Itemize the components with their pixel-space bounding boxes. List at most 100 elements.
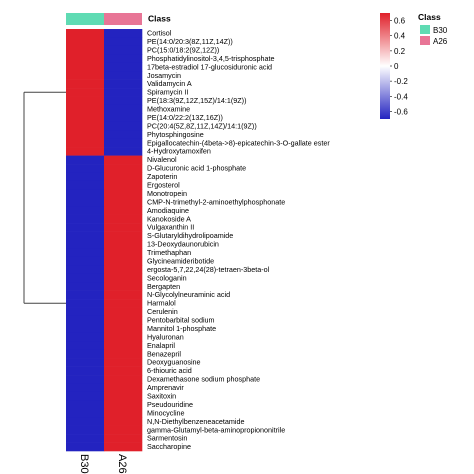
row-label: Trimethaphan — [147, 248, 191, 257]
heatmap-cell — [104, 54, 143, 64]
heatmap-cell — [104, 130, 143, 140]
colorbar: 0.6 0.4 0.2 0 -0.2 -0.4 -0.6 — [380, 13, 408, 119]
heatmap-cell — [104, 214, 143, 224]
row-label: Cortisol — [147, 29, 172, 38]
class-legend-swatch-a26 — [420, 36, 430, 45]
row-label: Enalapril — [147, 341, 175, 350]
heatmap-cell — [66, 299, 105, 308]
heatmap-cell — [66, 121, 105, 131]
heatmap-cell — [66, 54, 105, 64]
heatmap-cell — [104, 138, 143, 148]
heatmap-cell — [104, 341, 143, 351]
row-label: Kanokoside A — [147, 214, 191, 223]
row-label: Monotropein — [147, 189, 187, 198]
row-label: Methoxamine — [147, 105, 190, 114]
heatmap-cell — [104, 240, 143, 249]
row-label: Secologanin — [147, 273, 187, 282]
heatmap-cell — [66, 375, 105, 384]
colorbar-tick-label: 0.4 — [394, 32, 406, 41]
heatmap-cell — [104, 273, 143, 283]
colorbar-tick-label: -0.4 — [394, 92, 408, 101]
row-label: Saxitoxin — [147, 392, 176, 401]
heatmap-cell — [66, 155, 105, 165]
colorbar-tick-label: -0.6 — [394, 107, 408, 116]
heatmap-cells — [66, 29, 143, 452]
heatmap-cell — [66, 138, 105, 148]
heatmap-cell — [104, 164, 143, 173]
row-label: Hyaluronan — [147, 332, 184, 341]
column-class-bar — [66, 13, 142, 25]
heatmap-cell — [66, 37, 105, 47]
row-label: Bergapten — [147, 282, 180, 291]
heatmap-cell — [66, 172, 105, 182]
heatmap-cell — [104, 349, 143, 359]
heatmap-cell — [104, 147, 143, 156]
heatmap-cell — [104, 282, 143, 291]
class-bar-b30 — [66, 13, 104, 25]
heatmap-cell — [104, 434, 143, 443]
column-labels: B30 A26 — [78, 454, 128, 474]
class-bar-label: Class — [148, 14, 171, 24]
row-label: Minocycline — [147, 408, 185, 417]
row-label: Epigallocatechin-(4beta->8)-epicatechin-… — [147, 138, 330, 147]
row-label: 4-Hydroxytamoxifen — [147, 147, 211, 156]
heatmap-cell — [104, 29, 143, 38]
heatmap-cell — [66, 104, 105, 114]
heatmap-cell — [104, 79, 143, 89]
heatmap-cell — [66, 434, 105, 443]
row-label: Zapoterin — [147, 172, 177, 181]
row-label: Nivalenol — [147, 155, 177, 164]
heatmap-cell — [66, 366, 105, 376]
heatmap-cell — [66, 383, 105, 393]
heatmap-cell — [104, 62, 143, 72]
class-legend-swatch-b30 — [420, 25, 430, 34]
row-labels: CortisolPE(14:0/20:3(8Z,11Z,14Z))PC(15:0… — [147, 29, 330, 452]
row-label: Amodiaquine — [147, 206, 189, 215]
heatmap-cell — [66, 248, 105, 258]
heatmap-cell — [66, 391, 105, 401]
heatmap-cell — [104, 332, 143, 342]
row-label: Vulgaxanthin II — [147, 223, 194, 232]
row-label: Deoxyguanosine — [147, 358, 201, 367]
heatmap-cell — [104, 172, 143, 182]
heatmap-cell — [104, 290, 143, 300]
row-label: gamma-Glutamyl-beta-aminopropiononitrile — [147, 425, 285, 434]
heatmap-cell — [66, 130, 105, 140]
heatmap-cell — [104, 307, 143, 317]
heatmap-cell — [66, 189, 105, 199]
heatmap-cell — [66, 240, 105, 249]
heatmap-cell — [66, 442, 105, 452]
heatmap-cell — [66, 282, 105, 291]
row-label: Harmalol — [147, 299, 176, 308]
row-label: Dexamethasone sodium phosphate — [147, 375, 260, 384]
heatmap-cell — [66, 265, 105, 275]
row-label: Saccharopine — [147, 442, 191, 451]
heatmap-cell — [66, 341, 105, 351]
heatmap-cell — [66, 29, 105, 38]
heatmap-cell — [66, 206, 105, 215]
class-legend-title: Class — [418, 12, 441, 22]
row-label: Pentobarbital sodium — [147, 316, 215, 325]
class-legend-label-a26: A26 — [433, 37, 448, 46]
row-label: PE(14:0/22:2(13Z,16Z)) — [147, 113, 223, 122]
row-label: Benazepril — [147, 349, 181, 358]
colorbar-tick-label: 0 — [394, 62, 399, 71]
row-label: Cerulenin — [147, 307, 178, 316]
heatmap-cell — [66, 147, 105, 156]
row-label: CMP-N-trimethyl-2-aminoethylphosphonate — [147, 197, 285, 206]
heatmap-cell — [66, 358, 105, 367]
heatmap-cell — [66, 307, 105, 317]
heatmap-cell — [66, 96, 105, 106]
row-label: Mannitol 1-phosphate — [147, 324, 216, 333]
row-label: 6-thiouric acid — [147, 366, 192, 375]
heatmap-cell — [66, 113, 105, 123]
heatmap-cell — [104, 375, 143, 384]
heatmap-cell — [66, 273, 105, 283]
heatmap-cell — [66, 400, 105, 410]
heatmap-cell — [66, 214, 105, 224]
heatmap-cell — [104, 45, 143, 55]
row-label: Glycineamideribotide — [147, 256, 214, 265]
heatmap-cell — [66, 164, 105, 173]
heatmap-cell — [104, 383, 143, 393]
row-label: Sarmentosin — [147, 434, 187, 443]
